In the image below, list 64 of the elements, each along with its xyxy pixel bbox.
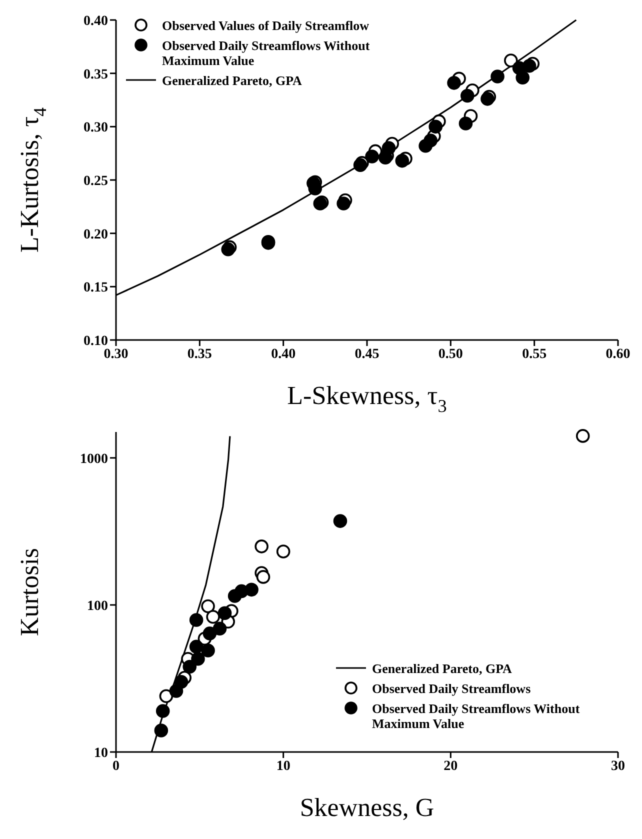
point: [480, 92, 494, 106]
point: [395, 154, 410, 168]
y-tick-label: 0.40: [84, 14, 108, 29]
x-tick-label: 0: [112, 758, 120, 774]
point: [189, 613, 204, 627]
point: [201, 644, 215, 658]
y-axis-title: Kurtosis: [14, 548, 44, 636]
y-tick-label: 100: [87, 598, 108, 614]
point: [458, 116, 473, 130]
point: [206, 610, 220, 624]
y-tick-label: 0.25: [84, 174, 108, 189]
point: [460, 88, 474, 103]
point: [159, 689, 174, 703]
y-tick-label: 1000: [80, 452, 108, 467]
x-tick-label: 0.55: [522, 346, 547, 362]
legend-label: Observed Daily Streamflows: [372, 681, 531, 696]
x-tick-label: 20: [444, 758, 458, 774]
point: [490, 70, 504, 84]
point: [447, 76, 461, 90]
point: [333, 514, 348, 528]
point: [182, 660, 197, 674]
y-tick-label: 0.15: [84, 280, 108, 296]
point: [156, 704, 170, 718]
point: [428, 120, 443, 134]
point: [504, 54, 518, 68]
point: [218, 606, 232, 620]
x-tick-label: 0.30: [104, 346, 128, 362]
point: [336, 196, 350, 210]
legend-label: Generalized Pareto, GPA: [372, 661, 512, 676]
point: [522, 58, 536, 73]
legend-label: Observed Values of Daily Streamflow: [162, 18, 370, 33]
point: [254, 540, 268, 554]
point: [202, 626, 217, 640]
point: [516, 70, 530, 84]
x-tick-label: 10: [276, 758, 290, 774]
point: [365, 150, 379, 164]
x-tick-label: 0.35: [187, 346, 212, 362]
point: [424, 134, 438, 148]
legend-label: Observed Daily Streamflows Without Maximum Value: [372, 701, 581, 731]
point: [576, 429, 590, 443]
y-tick-label: 0.10: [84, 334, 108, 349]
point: [191, 652, 205, 666]
y-tick-label: 0.35: [84, 67, 108, 82]
point: [244, 582, 258, 597]
y-tick-label: 0.20: [84, 227, 108, 242]
y-tick-label: 10: [94, 746, 108, 761]
x-tick-label: 0.50: [438, 346, 463, 362]
point: [154, 724, 168, 738]
point: [382, 141, 396, 155]
x-axis-title: L-Skewness, τ$_{3}$: [287, 380, 447, 416]
point: [212, 622, 227, 636]
x-axis-title: Skewness, G: [300, 792, 434, 822]
point: [201, 599, 215, 614]
x-tick-label: 0.60: [606, 346, 630, 362]
x-tick-label: 0.45: [354, 346, 380, 362]
x-tick-label: 30: [611, 758, 625, 774]
legend-label: Generalized Pareto, GPA: [162, 73, 302, 88]
point: [256, 570, 270, 584]
point: [276, 544, 290, 558]
x-tick-label: 0.40: [271, 346, 296, 362]
legend-label: Observed Daily Streamflows Without Maximum Value: [162, 38, 371, 68]
point: [189, 640, 204, 654]
point: [169, 684, 184, 698]
y-tick-label: 0.30: [84, 120, 108, 136]
